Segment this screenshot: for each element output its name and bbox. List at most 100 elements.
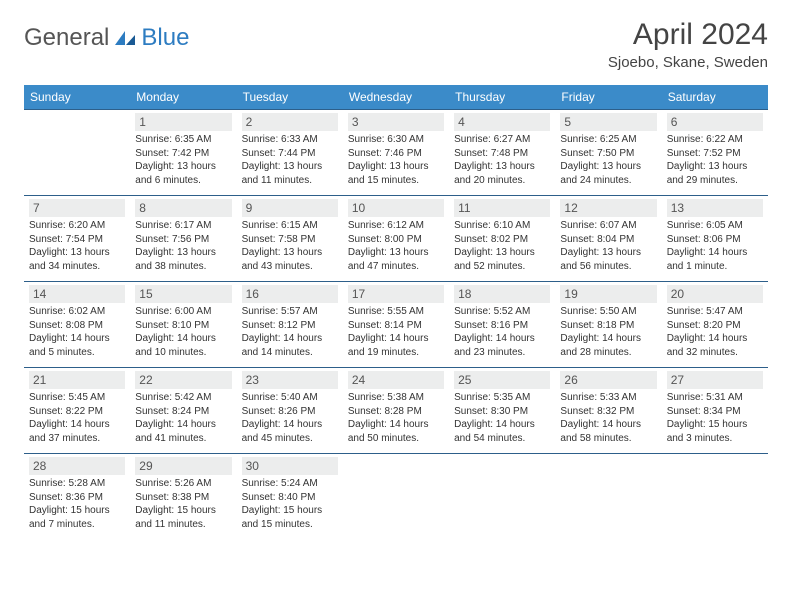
sunset-text: Sunset: 8:38 PM — [135, 491, 231, 505]
sunrise-text: Sunrise: 5:55 AM — [348, 305, 444, 319]
sunset-text: Sunset: 8:06 PM — [667, 233, 763, 247]
day-number: 28 — [29, 457, 125, 475]
day-info: Sunrise: 5:40 AMSunset: 8:26 PMDaylight:… — [242, 391, 338, 445]
weekday-header: Monday — [130, 85, 236, 110]
calendar-day-cell: 28Sunrise: 5:28 AMSunset: 8:36 PMDayligh… — [24, 454, 130, 540]
day-info: Sunrise: 6:15 AMSunset: 7:58 PMDaylight:… — [242, 219, 338, 273]
day-info: Sunrise: 5:33 AMSunset: 8:32 PMDaylight:… — [560, 391, 656, 445]
sunset-text: Sunset: 8:30 PM — [454, 405, 550, 419]
day-number: 23 — [242, 371, 338, 389]
calendar-day-cell: 24Sunrise: 5:38 AMSunset: 8:28 PMDayligh… — [343, 368, 449, 454]
calendar-day-cell: 4Sunrise: 6:27 AMSunset: 7:48 PMDaylight… — [449, 110, 555, 196]
day-number: 29 — [135, 457, 231, 475]
sunrise-text: Sunrise: 6:27 AM — [454, 133, 550, 147]
sunrise-text: Sunrise: 6:33 AM — [242, 133, 338, 147]
day-number: 2 — [242, 113, 338, 131]
calendar-day-cell: 15Sunrise: 6:00 AMSunset: 8:10 PMDayligh… — [130, 282, 236, 368]
daylight-text: Daylight: 14 hours and 41 minutes. — [135, 418, 231, 445]
calendar-day-cell: 19Sunrise: 5:50 AMSunset: 8:18 PMDayligh… — [555, 282, 661, 368]
sunset-text: Sunset: 8:36 PM — [29, 491, 125, 505]
calendar-week-row: 14Sunrise: 6:02 AMSunset: 8:08 PMDayligh… — [24, 282, 768, 368]
daylight-text: Daylight: 14 hours and 54 minutes. — [454, 418, 550, 445]
sunset-text: Sunset: 8:22 PM — [29, 405, 125, 419]
daylight-text: Daylight: 13 hours and 29 minutes. — [667, 160, 763, 187]
month-title: April 2024 — [608, 18, 768, 52]
daylight-text: Daylight: 13 hours and 56 minutes. — [560, 246, 656, 273]
day-number: 6 — [667, 113, 763, 131]
daylight-text: Daylight: 14 hours and 19 minutes. — [348, 332, 444, 359]
sunrise-text: Sunrise: 5:31 AM — [667, 391, 763, 405]
day-info: Sunrise: 6:17 AMSunset: 7:56 PMDaylight:… — [135, 219, 231, 273]
day-number: 21 — [29, 371, 125, 389]
sunrise-text: Sunrise: 6:20 AM — [29, 219, 125, 233]
sunset-text: Sunset: 8:28 PM — [348, 405, 444, 419]
calendar-day-cell: . — [343, 454, 449, 540]
day-info: Sunrise: 6:00 AMSunset: 8:10 PMDaylight:… — [135, 305, 231, 359]
calendar-table: SundayMondayTuesdayWednesdayThursdayFrid… — [24, 85, 768, 539]
sunset-text: Sunset: 7:44 PM — [242, 147, 338, 161]
day-info: Sunrise: 6:25 AMSunset: 7:50 PMDaylight:… — [560, 133, 656, 187]
sunrise-text: Sunrise: 5:40 AM — [242, 391, 338, 405]
daylight-text: Daylight: 15 hours and 7 minutes. — [29, 504, 125, 531]
weekday-header: Thursday — [449, 85, 555, 110]
sunset-text: Sunset: 7:58 PM — [242, 233, 338, 247]
daylight-text: Daylight: 13 hours and 24 minutes. — [560, 160, 656, 187]
day-number: 10 — [348, 199, 444, 217]
daylight-text: Daylight: 13 hours and 11 minutes. — [242, 160, 338, 187]
calendar-week-row: .1Sunrise: 6:35 AMSunset: 7:42 PMDayligh… — [24, 110, 768, 196]
sunset-text: Sunset: 7:42 PM — [135, 147, 231, 161]
calendar-day-cell: . — [555, 454, 661, 540]
day-info: Sunrise: 6:10 AMSunset: 8:02 PMDaylight:… — [454, 219, 550, 273]
sunrise-text: Sunrise: 6:05 AM — [667, 219, 763, 233]
calendar-day-cell: 27Sunrise: 5:31 AMSunset: 8:34 PMDayligh… — [662, 368, 768, 454]
sunrise-text: Sunrise: 5:45 AM — [29, 391, 125, 405]
weekday-header: Saturday — [662, 85, 768, 110]
sunrise-text: Sunrise: 6:02 AM — [29, 305, 125, 319]
sunset-text: Sunset: 8:20 PM — [667, 319, 763, 333]
daylight-text: Daylight: 14 hours and 5 minutes. — [29, 332, 125, 359]
calendar-day-cell: 2 Sunrise: 6:33 AMSunset: 7:44 PMDaylight… — [237, 110, 343, 196]
sunset-text: Sunset: 8:08 PM — [29, 319, 125, 333]
sunset-text: Sunset: 8:02 PM — [454, 233, 550, 247]
day-info: Sunrise: 5:31 AMSunset: 8:34 PMDaylight:… — [667, 391, 763, 445]
daylight-text: Daylight: 14 hours and 50 minutes. — [348, 418, 444, 445]
weekday-header: Sunday — [24, 85, 130, 110]
sunrise-text: Sunrise: 5:33 AM — [560, 391, 656, 405]
daylight-text: Daylight: 13 hours and 15 minutes. — [348, 160, 444, 187]
day-number: 18 — [454, 285, 550, 303]
day-number: 9 — [242, 199, 338, 217]
daylight-text: Daylight: 14 hours and 45 minutes. — [242, 418, 338, 445]
day-info: Sunrise: 6:05 AMSunset: 8:06 PMDaylight:… — [667, 219, 763, 273]
calendar-day-cell: 17Sunrise: 5:55 AMSunset: 8:14 PMDayligh… — [343, 282, 449, 368]
sunset-text: Sunset: 7:46 PM — [348, 147, 444, 161]
sunrise-text: Sunrise: 5:42 AM — [135, 391, 231, 405]
day-info: Sunrise: 5:47 AMSunset: 8:20 PMDaylight:… — [667, 305, 763, 359]
sunset-text: Sunset: 8:34 PM — [667, 405, 763, 419]
sunset-text: Sunset: 8:12 PM — [242, 319, 338, 333]
sunset-text: Sunset: 7:50 PM — [560, 147, 656, 161]
daylight-text: Daylight: 15 hours and 15 minutes. — [242, 504, 338, 531]
day-info: Sunrise: 5:24 AMSunset: 8:40 PMDaylight:… — [242, 477, 338, 531]
day-info: Sunrise: 6:20 AMSunset: 7:54 PMDaylight:… — [29, 219, 125, 273]
day-info: Sunrise: 6:33 AMSunset: 7:44 PMDaylight:… — [242, 133, 338, 187]
day-info: Sunrise: 6:12 AMSunset: 8:00 PMDaylight:… — [348, 219, 444, 273]
sunset-text: Sunset: 8:10 PM — [135, 319, 231, 333]
sunrise-text: Sunrise: 6:07 AM — [560, 219, 656, 233]
brand-name-b: Blue — [141, 24, 189, 52]
sunset-text: Sunset: 8:18 PM — [560, 319, 656, 333]
page-header: General Blue April 2024 Sjoebo, Skane, S… — [24, 18, 768, 71]
daylight-text: Daylight: 14 hours and 1 minute. — [667, 246, 763, 273]
daylight-text: Daylight: 14 hours and 10 minutes. — [135, 332, 231, 359]
calendar-week-row: 21 Sunrise: 5:45 AMSunset: 8:22 PM Dayligh… — [24, 368, 768, 454]
calendar-week-row: 7 Sunrise: 6:20 AMSunset: 7:54 PMDaylight… — [24, 196, 768, 282]
day-info: Sunrise: 5:57 AMSunset: 8:12 PMDaylight:… — [242, 305, 338, 359]
sunrise-text: Sunrise: 6:30 AM — [348, 133, 444, 147]
calendar-day-cell: 22Sunrise: 5:42 AMSunset: 8:24 PMDayligh… — [130, 368, 236, 454]
sunrise-text: Sunrise: 5:35 AM — [454, 391, 550, 405]
day-number: 7 — [29, 199, 125, 217]
brand-logo: General Blue — [24, 24, 189, 52]
daylight-text: Daylight: 14 hours and 58 minutes. — [560, 418, 656, 445]
calendar-day-cell: 8Sunrise: 6:17 AMSunset: 7:56 PMDaylight… — [130, 196, 236, 282]
day-number: 12 — [560, 199, 656, 217]
daylight-text: Daylight: 13 hours and 20 minutes. — [454, 160, 550, 187]
